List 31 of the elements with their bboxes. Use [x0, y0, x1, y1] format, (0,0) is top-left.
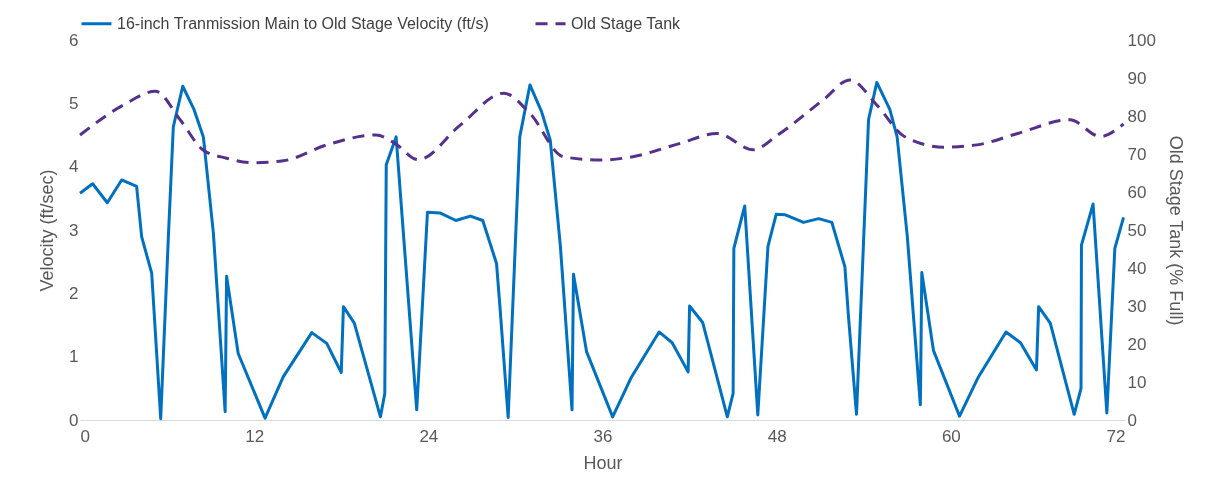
x-tick-label: 24	[419, 426, 439, 446]
line-series	[78, 80, 1126, 421]
y-tick-label: 0	[69, 410, 79, 430]
y2-tick-label: 0	[1127, 410, 1137, 430]
y-tick-label: 6	[69, 30, 79, 50]
x-tick-label: 36	[593, 426, 613, 446]
y2-tick-label: 60	[1127, 182, 1147, 202]
y-tick-label: 2	[69, 283, 79, 303]
y2-tick-label: 70	[1127, 144, 1147, 164]
y2-tick-label: 20	[1127, 334, 1147, 354]
y2-axis-title: Old Stage Tank (% Full)	[1165, 135, 1186, 326]
y-tick-label: 5	[69, 93, 79, 113]
y2-tick-label: 90	[1127, 68, 1147, 88]
x-tick-label: 12	[245, 426, 265, 446]
y2-tick-label: 50	[1127, 220, 1147, 240]
legend-label: 16-inch Tranmission Main to Old Stage Velocity (ft/s)	[117, 14, 489, 32]
y2-tick-label: 30	[1127, 296, 1147, 316]
y-tick-label: 3	[69, 220, 79, 240]
y-axis-title: Velocity (ft/sec)	[37, 169, 58, 292]
legend-label: Old Stage Tank	[571, 14, 682, 32]
line-series	[78, 78, 1126, 165]
x-tick-label: 72	[1106, 426, 1126, 446]
x-axis-title: Hour	[583, 452, 623, 473]
x-tick-label: 60	[941, 426, 961, 446]
y2-tick-label: 100	[1127, 30, 1156, 50]
y2-tick-label: 80	[1127, 106, 1147, 126]
y-tick-label: 1	[69, 347, 79, 367]
x-tick-label: 48	[767, 426, 787, 446]
y2-tick-label: 40	[1127, 258, 1147, 278]
y2-tick-label: 10	[1127, 372, 1147, 392]
y-tick-label: 4	[69, 157, 79, 177]
